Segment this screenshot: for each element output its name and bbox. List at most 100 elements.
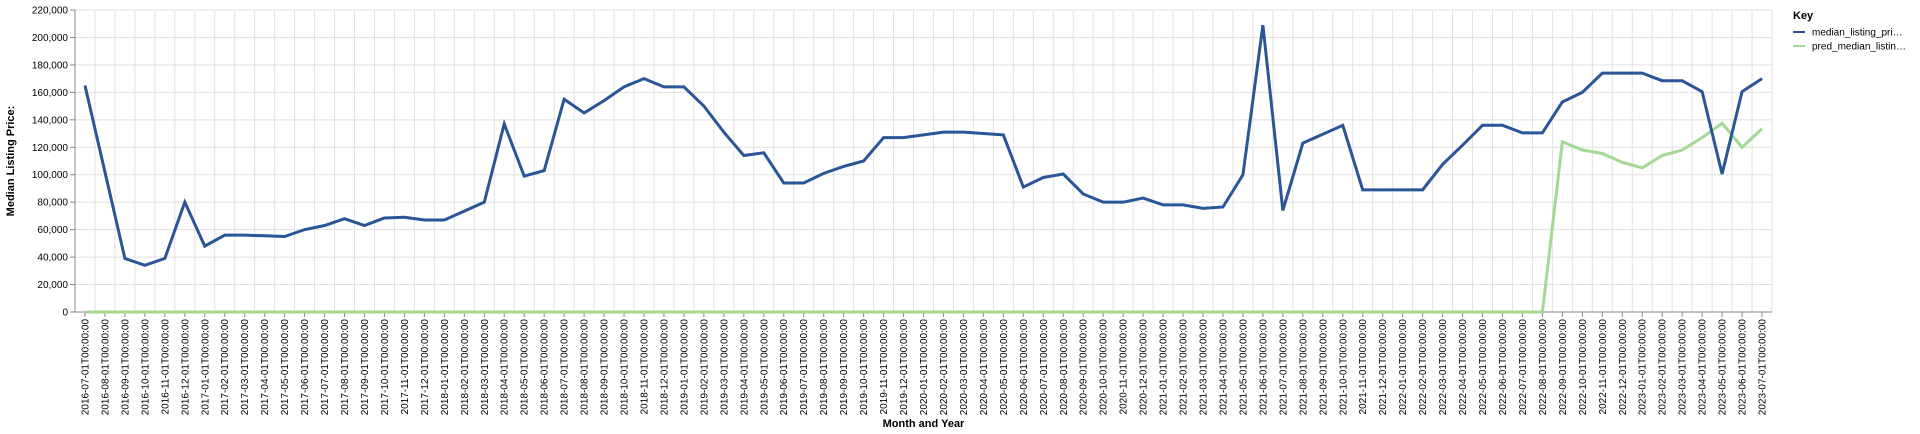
x-tick-label: 2023-03-01T00:00:00 — [1678, 319, 1689, 416]
x-tick-label: 2016-11-01T00:00:00 — [160, 319, 171, 415]
x-tick-label: 2017-03-01T00:00:00 — [240, 319, 251, 416]
x-tick-label: 2017-04-01T00:00:00 — [260, 319, 271, 416]
x-tick-label: 2018-12-01T00:00:00 — [659, 319, 670, 416]
y-tick-label: 140,000 — [32, 115, 69, 126]
x-tick-label: 2019-03-01T00:00:00 — [719, 319, 730, 416]
series-lines — [83, 24, 1764, 314]
x-tick-label: 2019-09-01T00:00:00 — [839, 319, 850, 416]
x-tick-label: 2021-07-01T00:00:00 — [1278, 319, 1289, 416]
series-line-median-listing-price — [83, 24, 1763, 267]
x-axis-ticks: 2016-07-01T00:00:00 2016-08-01T00:00:00 20… — [80, 312, 1769, 416]
x-tick-label: 2018-11-01T00:00:00 — [639, 319, 650, 415]
x-tick-label: 2022-03-01T00:00:00 — [1438, 319, 1449, 416]
x-tick-label: 2022-11-01T00:00:00 — [1598, 319, 1609, 415]
x-tick-label: 2016-07-01T00:00:00 — [80, 319, 91, 416]
x-tick-label: 2022-04-01T00:00:00 — [1458, 319, 1469, 416]
x-tick-label: 2019-07-01T00:00:00 — [799, 319, 810, 416]
x-tick-label: 2020-03-01T00:00:00 — [959, 319, 970, 416]
x-tick-label: 2018-04-01T00:00:00 — [500, 319, 511, 416]
x-tick-label: 2021-04-01T00:00:00 — [1218, 319, 1229, 416]
x-tick-label: 2021-02-01T00:00:00 — [1179, 319, 1190, 416]
x-tick-label: 2019-04-01T00:00:00 — [739, 319, 750, 416]
x-tick-label: 2018-08-01T00:00:00 — [580, 319, 591, 416]
x-tick-label: 2019-06-01T00:00:00 — [779, 319, 790, 416]
y-tick-label: 180,000 — [32, 60, 69, 71]
x-tick-label: 2018-02-01T00:00:00 — [460, 319, 471, 416]
x-tick-label: 2017-07-01T00:00:00 — [320, 319, 331, 416]
x-tick-label: 2017-06-01T00:00:00 — [300, 319, 311, 416]
x-tick-label: 2016-12-01T00:00:00 — [180, 319, 191, 416]
y-tick-label: 80,000 — [37, 198, 68, 209]
x-tick-label: 2016-08-01T00:00:00 — [100, 319, 111, 416]
x-tick-label: 2017-12-01T00:00:00 — [420, 319, 431, 416]
x-tick-label: 2021-06-01T00:00:00 — [1258, 319, 1269, 416]
legend-items: median_listing_pri… pred_median_listin… — [1793, 28, 1906, 53]
x-tick-label: 2018-05-01T00:00:00 — [520, 319, 531, 416]
x-tick-label: 2020-10-01T00:00:00 — [1099, 319, 1110, 416]
x-tick-label: 2020-06-01T00:00:00 — [1019, 319, 1030, 416]
x-tick-label: 2020-05-01T00:00:00 — [999, 319, 1010, 416]
x-tick-label: 2020-01-01T00:00:00 — [919, 319, 930, 416]
x-tick-label: 2017-05-01T00:00:00 — [280, 319, 291, 416]
y-tick-label: 200,000 — [32, 33, 69, 44]
x-tick-label: 2023-04-01T00:00:00 — [1698, 319, 1709, 416]
x-tick-label: 2020-02-01T00:00:00 — [939, 319, 950, 416]
y-tick-label: 100,000 — [32, 170, 69, 181]
x-tick-label: 2023-07-01T00:00:00 — [1758, 319, 1769, 416]
y-tick-label: 20,000 — [37, 280, 68, 291]
x-tick-label: 2021-08-01T00:00:00 — [1298, 319, 1309, 416]
x-tick-label: 2017-08-01T00:00:00 — [340, 319, 351, 416]
x-tick-label: 2022-02-01T00:00:00 — [1418, 319, 1429, 416]
x-axis-title: Month and Year — [883, 418, 965, 430]
x-tick-label: 2017-02-01T00:00:00 — [220, 319, 231, 416]
y-tick-label: 160,000 — [32, 88, 69, 99]
x-tick-label: 2019-05-01T00:00:00 — [759, 319, 770, 416]
x-tick-label: 2021-09-01T00:00:00 — [1318, 319, 1329, 416]
x-tick-label: 2018-10-01T00:00:00 — [620, 319, 631, 416]
x-tick-label: 2019-08-01T00:00:00 — [819, 319, 830, 416]
x-tick-label: 2018-09-01T00:00:00 — [600, 319, 611, 416]
x-tick-label: 2020-11-01T00:00:00 — [1119, 319, 1130, 415]
x-tick-label: 2021-01-01T00:00:00 — [1159, 319, 1170, 416]
legend-label: pred_median_listin… — [1812, 42, 1906, 53]
x-tick-label: 2021-03-01T00:00:00 — [1199, 319, 1210, 416]
x-tick-label: 2018-01-01T00:00:00 — [440, 319, 451, 416]
y-tick-label: 40,000 — [37, 253, 68, 264]
y-axis-ticks: 0 20,000 40,000 60,000 80,000 100,000 120,000 1… — [32, 6, 75, 319]
x-tick-label: 2021-12-01T00:00:00 — [1378, 319, 1389, 416]
y-tick-label: 220,000 — [32, 6, 69, 17]
x-tick-label: 2020-09-01T00:00:00 — [1079, 319, 1090, 416]
axes — [74, 10, 1772, 313]
legend-title: Key — [1793, 10, 1814, 22]
x-tick-label: 2021-10-01T00:00:00 — [1338, 319, 1349, 416]
x-tick-label: 2018-03-01T00:00:00 — [480, 319, 491, 416]
x-tick-label: 2022-10-01T00:00:00 — [1578, 319, 1589, 416]
x-tick-label: 2018-06-01T00:00:00 — [540, 319, 551, 416]
x-tick-label: 2019-01-01T00:00:00 — [679, 319, 690, 416]
series-line-pred-median-listing-price — [84, 121, 1764, 314]
legend-label: median_listing_pri… — [1812, 28, 1903, 39]
x-tick-label: 2020-08-01T00:00:00 — [1059, 319, 1070, 416]
x-tick-label: 2017-10-01T00:00:00 — [380, 319, 391, 416]
y-tick-label: 60,000 — [37, 225, 68, 236]
x-tick-label: 2022-05-01T00:00:00 — [1478, 319, 1489, 416]
x-tick-label: 2022-06-01T00:00:00 — [1498, 319, 1509, 416]
x-tick-label: 2016-10-01T00:00:00 — [140, 319, 151, 416]
x-tick-label: 2017-11-01T00:00:00 — [400, 319, 411, 415]
y-axis-title: Median Listing Price: — [5, 106, 17, 217]
x-tick-label: 2019-12-01T00:00:00 — [899, 319, 910, 416]
x-tick-label: 2019-11-01T00:00:00 — [879, 319, 890, 415]
x-tick-label: 2022-01-01T00:00:00 — [1398, 319, 1409, 416]
y-tick-label: 0 — [62, 308, 68, 319]
x-tick-label: 2020-12-01T00:00:00 — [1139, 319, 1150, 416]
y-tick-label: 120,000 — [32, 143, 69, 154]
legend: Key median_listing_pri… pred_median_listi… — [1793, 10, 1906, 53]
x-tick-label: 2020-04-01T00:00:00 — [979, 319, 990, 416]
x-tick-label: 2023-01-01T00:00:00 — [1638, 319, 1649, 416]
x-tick-label: 2019-10-01T00:00:00 — [859, 319, 870, 416]
x-tick-label: 2021-05-01T00:00:00 — [1238, 319, 1249, 416]
x-tick-label: 2023-02-01T00:00:00 — [1658, 319, 1669, 416]
x-tick-label: 2023-05-01T00:00:00 — [1718, 319, 1729, 416]
